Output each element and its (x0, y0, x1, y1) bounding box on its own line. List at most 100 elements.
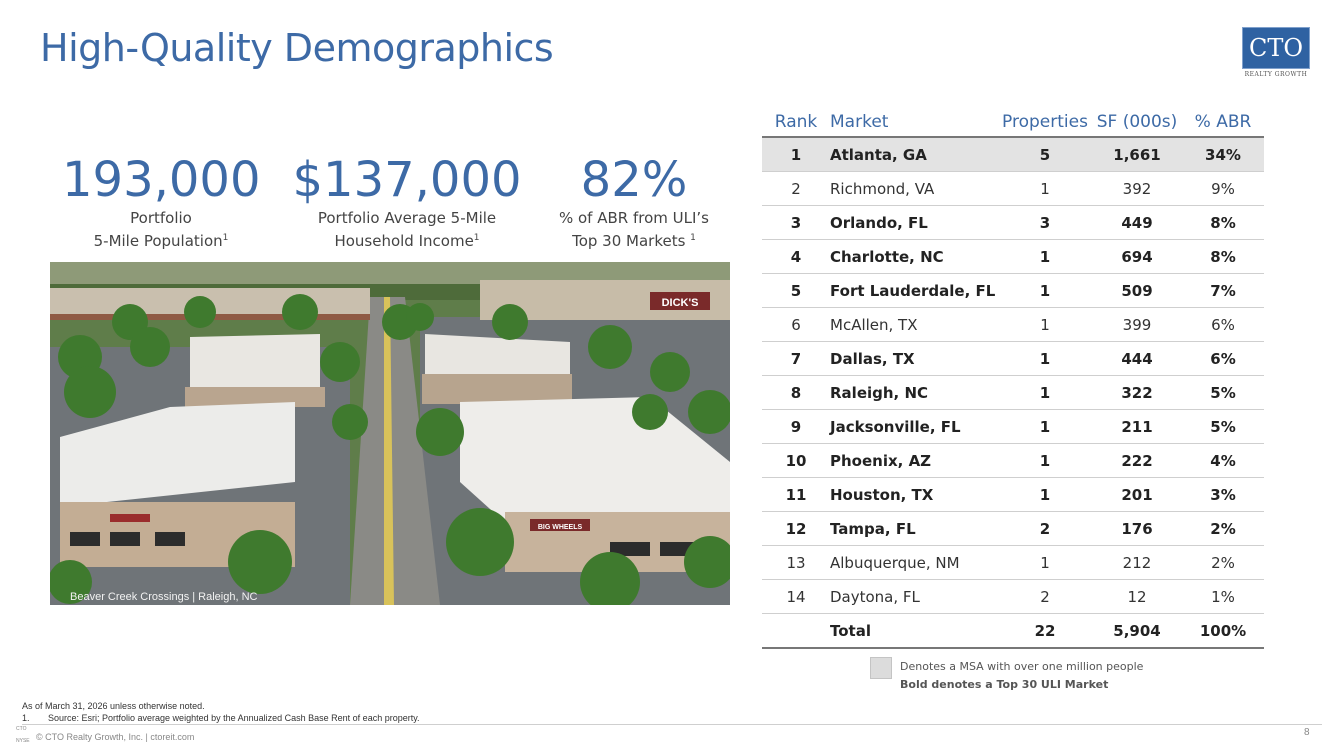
store-sign: DICK'S (662, 297, 699, 309)
msa-swatch (870, 657, 892, 679)
sf-cell: 222 (1092, 443, 1182, 478)
properties-cell: 1 (998, 171, 1092, 206)
total-abr: 100% (1182, 613, 1264, 649)
col-header-abr: % ABR (1182, 108, 1264, 138)
footnote-ref: 1 (222, 233, 229, 243)
sf-cell: 694 (1092, 239, 1182, 274)
abr-cell: 8% (1182, 205, 1264, 240)
page-title: High-Quality Demographics (40, 26, 554, 70)
market-cell: Houston, TX (830, 477, 998, 512)
photo-caption: Beaver Creek Crossings | Raleigh, NC (70, 591, 258, 603)
rank-cell: 10 (762, 443, 830, 478)
sf-cell: 444 (1092, 341, 1182, 376)
col-header-properties: Properties (998, 108, 1092, 138)
stat-label: 5-Mile Population1 (93, 232, 229, 250)
rank-cell: 4 (762, 239, 830, 274)
table-row: 8 Raleigh, NC 1 322 5% (762, 375, 1264, 410)
total-sf: 5,904 (1092, 613, 1182, 649)
table-total-row: Total 22 5,904 100% (762, 613, 1264, 649)
properties-cell: 1 (998, 273, 1092, 308)
abr-cell: 2% (1182, 545, 1264, 580)
market-cell: Tampa, FL (830, 511, 998, 546)
market-cell: McAllen, TX (830, 307, 998, 342)
table-row: 5 Fort Lauderdale, FL 1 509 7% (762, 273, 1264, 308)
properties-cell: 1 (998, 477, 1092, 512)
abr-cell: 5% (1182, 409, 1264, 444)
table-header-row: Rank Market Properties SF (000s) % ABR (762, 108, 1264, 138)
abr-cell: 7% (1182, 273, 1264, 308)
table-row: 7 Dallas, TX 1 444 6% (762, 341, 1264, 376)
col-header-sf: SF (000s) (1092, 108, 1182, 138)
sf-cell: 212 (1092, 545, 1182, 580)
table-row: 1 Atlanta, GA 5 1,661 34% (762, 137, 1264, 172)
stat-income: $137,000 Portfolio Average 5-Mile Househ… (292, 152, 522, 251)
properties-cell: 1 (998, 409, 1092, 444)
properties-cell: 1 (998, 545, 1092, 580)
stat-label: Top 30 Markets 1 (572, 232, 696, 250)
total-label: Total (830, 613, 998, 649)
market-cell: Phoenix, AZ (830, 443, 998, 478)
sf-cell: 176 (1092, 511, 1182, 546)
properties-cell: 5 (998, 137, 1092, 172)
table-row: 11 Houston, TX 1 201 3% (762, 477, 1264, 512)
properties-cell: 1 (998, 239, 1092, 274)
legend-bold-text: Bold denotes a Top 30 ULI Market (900, 678, 1109, 691)
table-row: 13 Albuquerque, NM 1 212 2% (762, 545, 1264, 580)
abr-cell: 34% (1182, 137, 1264, 172)
rank-cell: 12 (762, 511, 830, 546)
sf-cell: 399 (1092, 307, 1182, 342)
abr-cell: 2% (1182, 511, 1264, 546)
market-cell: Albuquerque, NM (830, 545, 998, 580)
rank-cell: 14 (762, 579, 830, 614)
footnotes: As of March 31, 2026 unless otherwise no… (22, 700, 420, 724)
table-row: 2 Richmond, VA 1 392 9% (762, 171, 1264, 206)
market-cell: Charlotte, NC (830, 239, 998, 274)
logo-subtitle: REALTY GROWTH (1244, 71, 1308, 78)
table-row: 10 Phoenix, AZ 1 222 4% (762, 443, 1264, 478)
properties-cell: 1 (998, 341, 1092, 376)
property-aerial-photo: DICK'S BIG WHEELS Beaver Creek Crossings… (50, 262, 730, 605)
rank-cell: 6 (762, 307, 830, 342)
abr-cell: 4% (1182, 443, 1264, 478)
rank-cell: 5 (762, 273, 830, 308)
table-row: 3 Orlando, FL 3 449 8% (762, 205, 1264, 240)
footnote-ref: 1 (690, 233, 696, 243)
table-row: 4 Charlotte, NC 1 694 8% (762, 239, 1264, 274)
market-cell: Jacksonville, FL (830, 409, 998, 444)
properties-cell: 3 (998, 205, 1092, 240)
store-sign: BIG WHEELS (538, 524, 583, 531)
stat-label: Portfolio Average 5-Mile (317, 209, 497, 227)
market-cell: Atlanta, GA (830, 137, 998, 172)
table-row: 12 Tampa, FL 2 176 2% (762, 511, 1264, 546)
footer-copyright: © CTO Realty Growth, Inc. | ctoreit.com (36, 732, 195, 742)
market-cell: Fort Lauderdale, FL (830, 273, 998, 308)
markets-table: Rank Market Properties SF (000s) % ABR 1… (762, 108, 1264, 649)
nyse-mark: CTO NYSE (16, 726, 30, 744)
sf-cell: 201 (1092, 477, 1182, 512)
abr-cell: 1% (1182, 579, 1264, 614)
table-row: 6 McAllen, TX 1 399 6% (762, 307, 1264, 342)
rank-cell: 11 (762, 477, 830, 512)
abr-cell: 9% (1182, 171, 1264, 206)
logo-mark: CTO (1242, 27, 1310, 69)
sf-cell: 392 (1092, 171, 1182, 206)
col-header-rank: Rank (762, 108, 830, 138)
legend-msa-text: Denotes a MSA with over one million peop… (900, 660, 1144, 673)
rank-cell: 9 (762, 409, 830, 444)
as-of-note: As of March 31, 2026 unless otherwise no… (22, 701, 205, 711)
total-rank-cell (762, 613, 830, 649)
sf-cell: 1,661 (1092, 137, 1182, 172)
properties-cell: 2 (998, 511, 1092, 546)
market-cell: Orlando, FL (830, 205, 998, 240)
stat-label: Portfolio (130, 209, 192, 227)
total-properties: 22 (998, 613, 1092, 649)
rank-cell: 2 (762, 171, 830, 206)
sf-cell: 509 (1092, 273, 1182, 308)
stat-value: 193,000 (62, 152, 261, 208)
properties-cell: 1 (998, 375, 1092, 410)
rank-cell: 8 (762, 375, 830, 410)
rank-cell: 1 (762, 137, 830, 172)
abr-cell: 8% (1182, 239, 1264, 274)
stat-label: Household Income1 (334, 232, 480, 250)
market-cell: Richmond, VA (830, 171, 998, 206)
